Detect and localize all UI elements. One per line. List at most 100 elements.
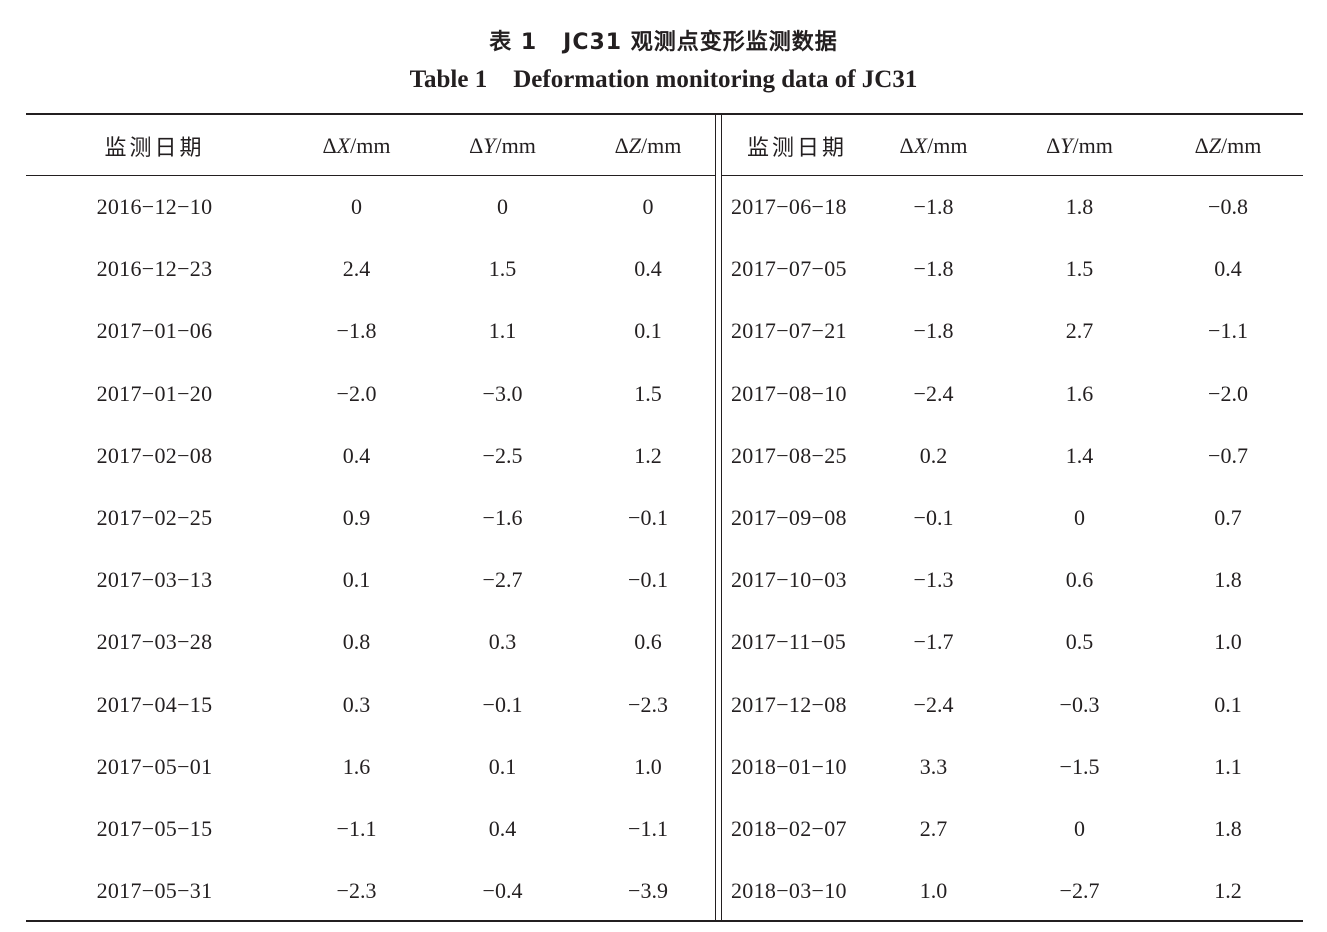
- left-date-cell: 2017−03−28: [96, 629, 213, 655]
- table-caption-cn: JC31 观测点变形监测数据: [563, 30, 838, 55]
- left-dx-cell: 2.4: [342, 256, 371, 282]
- table-title-english: Table 1 Deformation monitoring data of JC…: [0, 66, 1327, 94]
- right-dz-cell: −0.8: [1208, 194, 1248, 220]
- right-dy-cell: 0: [1074, 815, 1085, 841]
- right-dx-cell: −2.4: [913, 380, 954, 406]
- left-dz-cell: 0.6: [634, 629, 662, 655]
- column-header-dy-right: ΔY/mm: [1046, 132, 1113, 158]
- right-dz-cell: −0.7: [1208, 442, 1248, 468]
- left-dx-cell: 0.3: [342, 691, 371, 717]
- right-date-cell: 2017−09−08: [731, 505, 847, 531]
- right-dy-cell: 2.7: [1065, 318, 1094, 344]
- left-date-cell: 2017−05−15: [96, 815, 213, 841]
- header-rule-right: [722, 175, 1303, 176]
- left-dx-cell: 0: [351, 194, 362, 220]
- bottom-rule: [26, 920, 1303, 922]
- right-dx-cell: −1.8: [913, 256, 954, 282]
- column-header-dx: ΔX/mm: [322, 132, 391, 158]
- left-dy-cell: −2.7: [482, 567, 523, 593]
- left-dx-cell: −2.3: [336, 878, 377, 904]
- table-row: 2017−04−15 0.3 −0.1 −2.3 2017−12−08 −2.4 −0.3 0…: [26, 674, 1303, 736]
- left-dx-cell: 0.4: [342, 442, 371, 468]
- divider-line-right: [721, 115, 722, 920]
- left-dx-cell: −1.8: [336, 318, 377, 344]
- right-dx-cell: −1.8: [913, 318, 954, 344]
- right-date-cell: 2017−12−08: [731, 691, 847, 717]
- right-date-cell: 2017−10−03: [731, 567, 847, 593]
- top-rule: [26, 113, 1303, 115]
- left-dz-cell: −0.1: [628, 567, 668, 593]
- left-dy-cell: 0: [497, 194, 508, 220]
- left-dy-cell: −1.6: [482, 505, 523, 531]
- left-date-cell: 2017−01−20: [96, 380, 213, 406]
- left-dy-cell: 0.3: [488, 629, 517, 655]
- right-dx-cell: 3.3: [919, 753, 948, 779]
- left-dx-cell: −2.0: [336, 380, 377, 406]
- right-date-cell: 2017−08−25: [731, 442, 847, 468]
- left-dy-cell: 1.1: [488, 318, 517, 344]
- table-row: 2017−01−20 −2.0 −3.0 1.5 2017−08−10 −2.4 1.6 −2…: [26, 363, 1303, 425]
- right-date-cell: 2017−07−05: [731, 256, 847, 282]
- table-row: 2016−12−23 2.4 1.5 0.4 2017−07−05 −1.8 1.5 0.4: [26, 238, 1303, 300]
- left-dy-cell: 1.5: [488, 256, 517, 282]
- left-dy-cell: −3.0: [482, 380, 523, 406]
- table-row: 2017−03−28 0.8 0.3 0.6 2017−11−05 −1.7 0.5 1.0: [26, 611, 1303, 673]
- left-dy-cell: −0.1: [482, 691, 523, 717]
- left-date-cell: 2017−02−25: [96, 505, 213, 531]
- left-date-cell: 2017−03−13: [96, 567, 213, 593]
- table-label-cn: 表 1: [489, 30, 538, 55]
- left-dz-cell: 0: [642, 194, 654, 220]
- table-row: 2017−05−01 1.6 0.1 1.0 2018−01−10 3.3 −1.5 1.1: [26, 736, 1303, 798]
- column-header-dy: ΔY/mm: [469, 132, 536, 158]
- right-dy-cell: 1.8: [1065, 194, 1094, 220]
- right-date-cell: 2017−11−05: [731, 629, 846, 655]
- right-dz-cell: 1.8: [1214, 815, 1242, 841]
- column-header-dx-right: ΔX/mm: [899, 132, 968, 158]
- left-date-cell: 2017−02−08: [96, 442, 213, 468]
- right-dy-cell: 0.5: [1065, 629, 1094, 655]
- table-body: 2016−12−10 0 0 0 2017−06−18 −1.8 1.8 −0.8 2016−1…: [26, 176, 1303, 922]
- left-dz-cell: 1.2: [634, 442, 662, 468]
- left-date-cell: 2017−05−01: [96, 753, 213, 779]
- left-date-cell: 2016−12−10: [96, 194, 213, 220]
- right-dz-cell: 1.8: [1214, 567, 1242, 593]
- right-date-cell: 2017−07−21: [731, 318, 847, 344]
- table-row: 2017−02−08 0.4 −2.5 1.2 2017−08−25 0.2 1.4 −0.7: [26, 425, 1303, 487]
- right-date-cell: 2018−03−10: [731, 878, 847, 904]
- left-dz-cell: −0.1: [628, 505, 668, 531]
- table-label-en: Table 1: [409, 66, 488, 93]
- right-dx-cell: −1.3: [913, 567, 954, 593]
- right-dy-cell: 1.4: [1065, 442, 1094, 468]
- left-dz-cell: −2.3: [628, 691, 668, 717]
- deformation-data-table: 监测日期 ΔX/mm ΔY/mm ΔZ/mm 监测日期 ΔX/mm ΔY/mm …: [26, 115, 1303, 922]
- left-dx-cell: −1.1: [336, 815, 377, 841]
- right-date-cell: 2017−08−10: [731, 380, 847, 406]
- left-dy-cell: −0.4: [482, 878, 523, 904]
- right-dx-cell: −0.1: [913, 505, 954, 531]
- table-row: 2017−05−31 −2.3 −0.4 −3.9 2018−03−10 1.0 −2.7 1…: [26, 860, 1303, 922]
- right-dx-cell: 1.0: [919, 878, 948, 904]
- right-dz-cell: 1.2: [1214, 878, 1242, 904]
- column-header-dz: ΔZ/mm: [614, 132, 682, 158]
- table-row: 2017−01−06 −1.8 1.1 0.1 2017−07−21 −1.8 2.7 −1.…: [26, 300, 1303, 362]
- left-dx-cell: 0.1: [342, 567, 371, 593]
- right-dy-cell: 1.6: [1065, 380, 1094, 406]
- header-rule-left: [26, 175, 715, 176]
- left-date-cell: 2017−01−06: [96, 318, 213, 344]
- right-dx-cell: 0.2: [919, 442, 948, 468]
- right-dz-cell: 1.0: [1214, 629, 1242, 655]
- right-dz-cell: 0.7: [1214, 505, 1242, 531]
- right-dy-cell: −0.3: [1059, 691, 1100, 717]
- column-header-date: 监测日期: [104, 135, 205, 161]
- right-dx-cell: −2.4: [913, 691, 954, 717]
- right-dy-cell: −2.7: [1059, 878, 1100, 904]
- left-dy-cell: −2.5: [482, 442, 523, 468]
- header-row: 监测日期 ΔX/mm ΔY/mm ΔZ/mm 监测日期 ΔX/mm ΔY/mm …: [26, 115, 1303, 176]
- table-caption-en: Deformation monitoring data of JC31: [513, 66, 918, 93]
- left-dy-cell: 0.1: [488, 753, 517, 779]
- column-header-date-right: 监测日期: [747, 135, 848, 161]
- table-row: 2016−12−10 0 0 0 2017−06−18 −1.8 1.8 −0.8: [26, 176, 1303, 238]
- right-dz-cell: 1.1: [1214, 753, 1242, 779]
- right-dz-cell: −1.1: [1208, 318, 1248, 344]
- right-dy-cell: 1.5: [1065, 256, 1094, 282]
